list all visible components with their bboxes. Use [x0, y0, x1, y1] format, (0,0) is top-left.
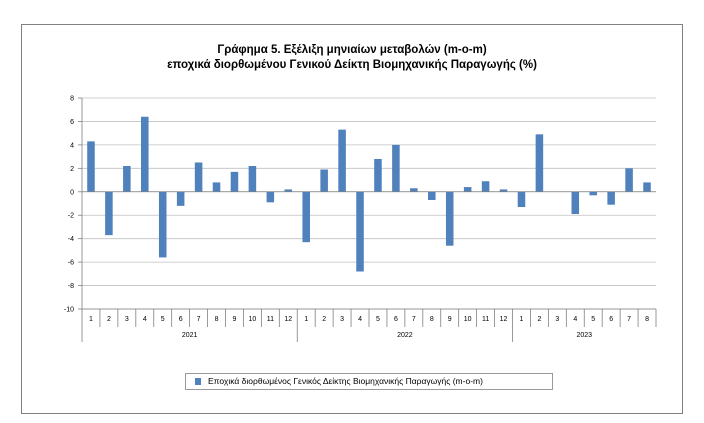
y-tick-label: -2: [68, 213, 74, 220]
x-tick-label: 7: [412, 316, 416, 323]
bar: [445, 191, 454, 246]
bar: [356, 191, 364, 272]
year-label: 2023: [576, 332, 592, 339]
x-tick-label: 5: [376, 316, 380, 323]
bar: [463, 187, 472, 192]
year-label: 2022: [397, 332, 413, 339]
x-tick-label: 6: [179, 316, 183, 323]
bar: [302, 191, 310, 243]
x-tick-label: 2: [537, 316, 541, 323]
x-tick-label: 8: [645, 316, 649, 323]
chart-frame: [21, 24, 683, 414]
y-tick-label: -6: [68, 260, 74, 267]
bar: [535, 134, 544, 192]
x-tick-label: 1: [89, 316, 93, 323]
bar: [105, 191, 113, 236]
legend-label: Εποχικά διορθωμένος Γενικός Δείκτης Βιομ…: [208, 376, 483, 386]
bar: [410, 188, 418, 192]
x-tick-label: 8: [215, 316, 219, 323]
year-label: 2021: [182, 332, 198, 339]
bar: [212, 182, 221, 192]
x-tick-label: 2: [322, 316, 326, 323]
x-tick-label: 1: [520, 316, 524, 323]
y-tick-label: -8: [68, 283, 74, 290]
bar: [266, 191, 275, 203]
bar: [176, 191, 185, 206]
y-tick-label: -4: [68, 236, 74, 243]
bar: [481, 181, 490, 192]
x-tick-label: 1: [304, 316, 308, 323]
bar: [141, 116, 149, 192]
x-tick-label: 5: [591, 316, 595, 323]
x-tick-label: 8: [430, 316, 434, 323]
bar: [87, 141, 95, 192]
bar: [320, 169, 328, 192]
x-tick-label: 9: [448, 316, 452, 323]
x-tick-label: 7: [197, 316, 201, 323]
bar: [643, 182, 651, 192]
bar: [428, 191, 436, 200]
bar: [158, 191, 167, 258]
legend-swatch: [195, 378, 201, 385]
bar: [499, 189, 508, 192]
chart-title-line-2: εποχικά διορθωμένου Γενικού Δείκτη Βιομη…: [167, 59, 537, 71]
chart-legend: Εποχικά διορθωμένος Γενικός Δείκτης Βιομ…: [185, 373, 553, 390]
x-tick-label: 6: [609, 316, 613, 323]
x-tick-label: 11: [267, 316, 274, 323]
bar: [230, 171, 239, 192]
x-tick-label: 4: [358, 316, 362, 323]
x-tick-label: 12: [500, 316, 508, 323]
x-tick-label: 3: [340, 316, 344, 323]
bar: [392, 144, 400, 192]
x-tick-label: 6: [394, 316, 398, 323]
chart-title-line-1: Γράφημα 5. Εξέλιξη μηνιαίων μεταβολών (m…: [217, 44, 487, 56]
y-tick-label: 2: [70, 166, 74, 173]
x-tick-label: 12: [284, 316, 292, 323]
x-tick-label: 3: [555, 316, 559, 323]
bar: [625, 168, 633, 192]
bar: [338, 129, 346, 192]
x-tick-label: 4: [143, 316, 147, 323]
x-tick-label: 11: [482, 316, 489, 323]
bar: [194, 162, 203, 192]
bar: [517, 191, 526, 208]
chart-title: Γράφημα 5. Εξέλιξη μηνιαίων μεταβολών (m…: [0, 43, 704, 73]
x-tick-label: 10: [249, 316, 257, 323]
bar: [374, 158, 382, 192]
y-tick-label: 4: [70, 142, 74, 149]
x-tick-label: 10: [464, 316, 472, 323]
bar: [589, 191, 597, 196]
x-tick-label: 4: [573, 316, 577, 323]
x-tick-label: 2: [107, 316, 111, 323]
x-tick-label: 7: [627, 316, 631, 323]
bar: [123, 165, 131, 192]
x-tick-label: 9: [233, 316, 237, 323]
y-tick-label: 8: [70, 96, 74, 103]
bar: [571, 191, 580, 215]
x-tick-label: 3: [125, 316, 129, 323]
y-tick-label: 6: [70, 119, 74, 126]
bar: [607, 191, 615, 205]
y-tick-label: -10: [64, 307, 74, 314]
y-tick-label: 0: [70, 189, 74, 196]
x-tick-label: 5: [161, 316, 165, 323]
bar: [284, 189, 293, 192]
bar: [248, 165, 257, 192]
